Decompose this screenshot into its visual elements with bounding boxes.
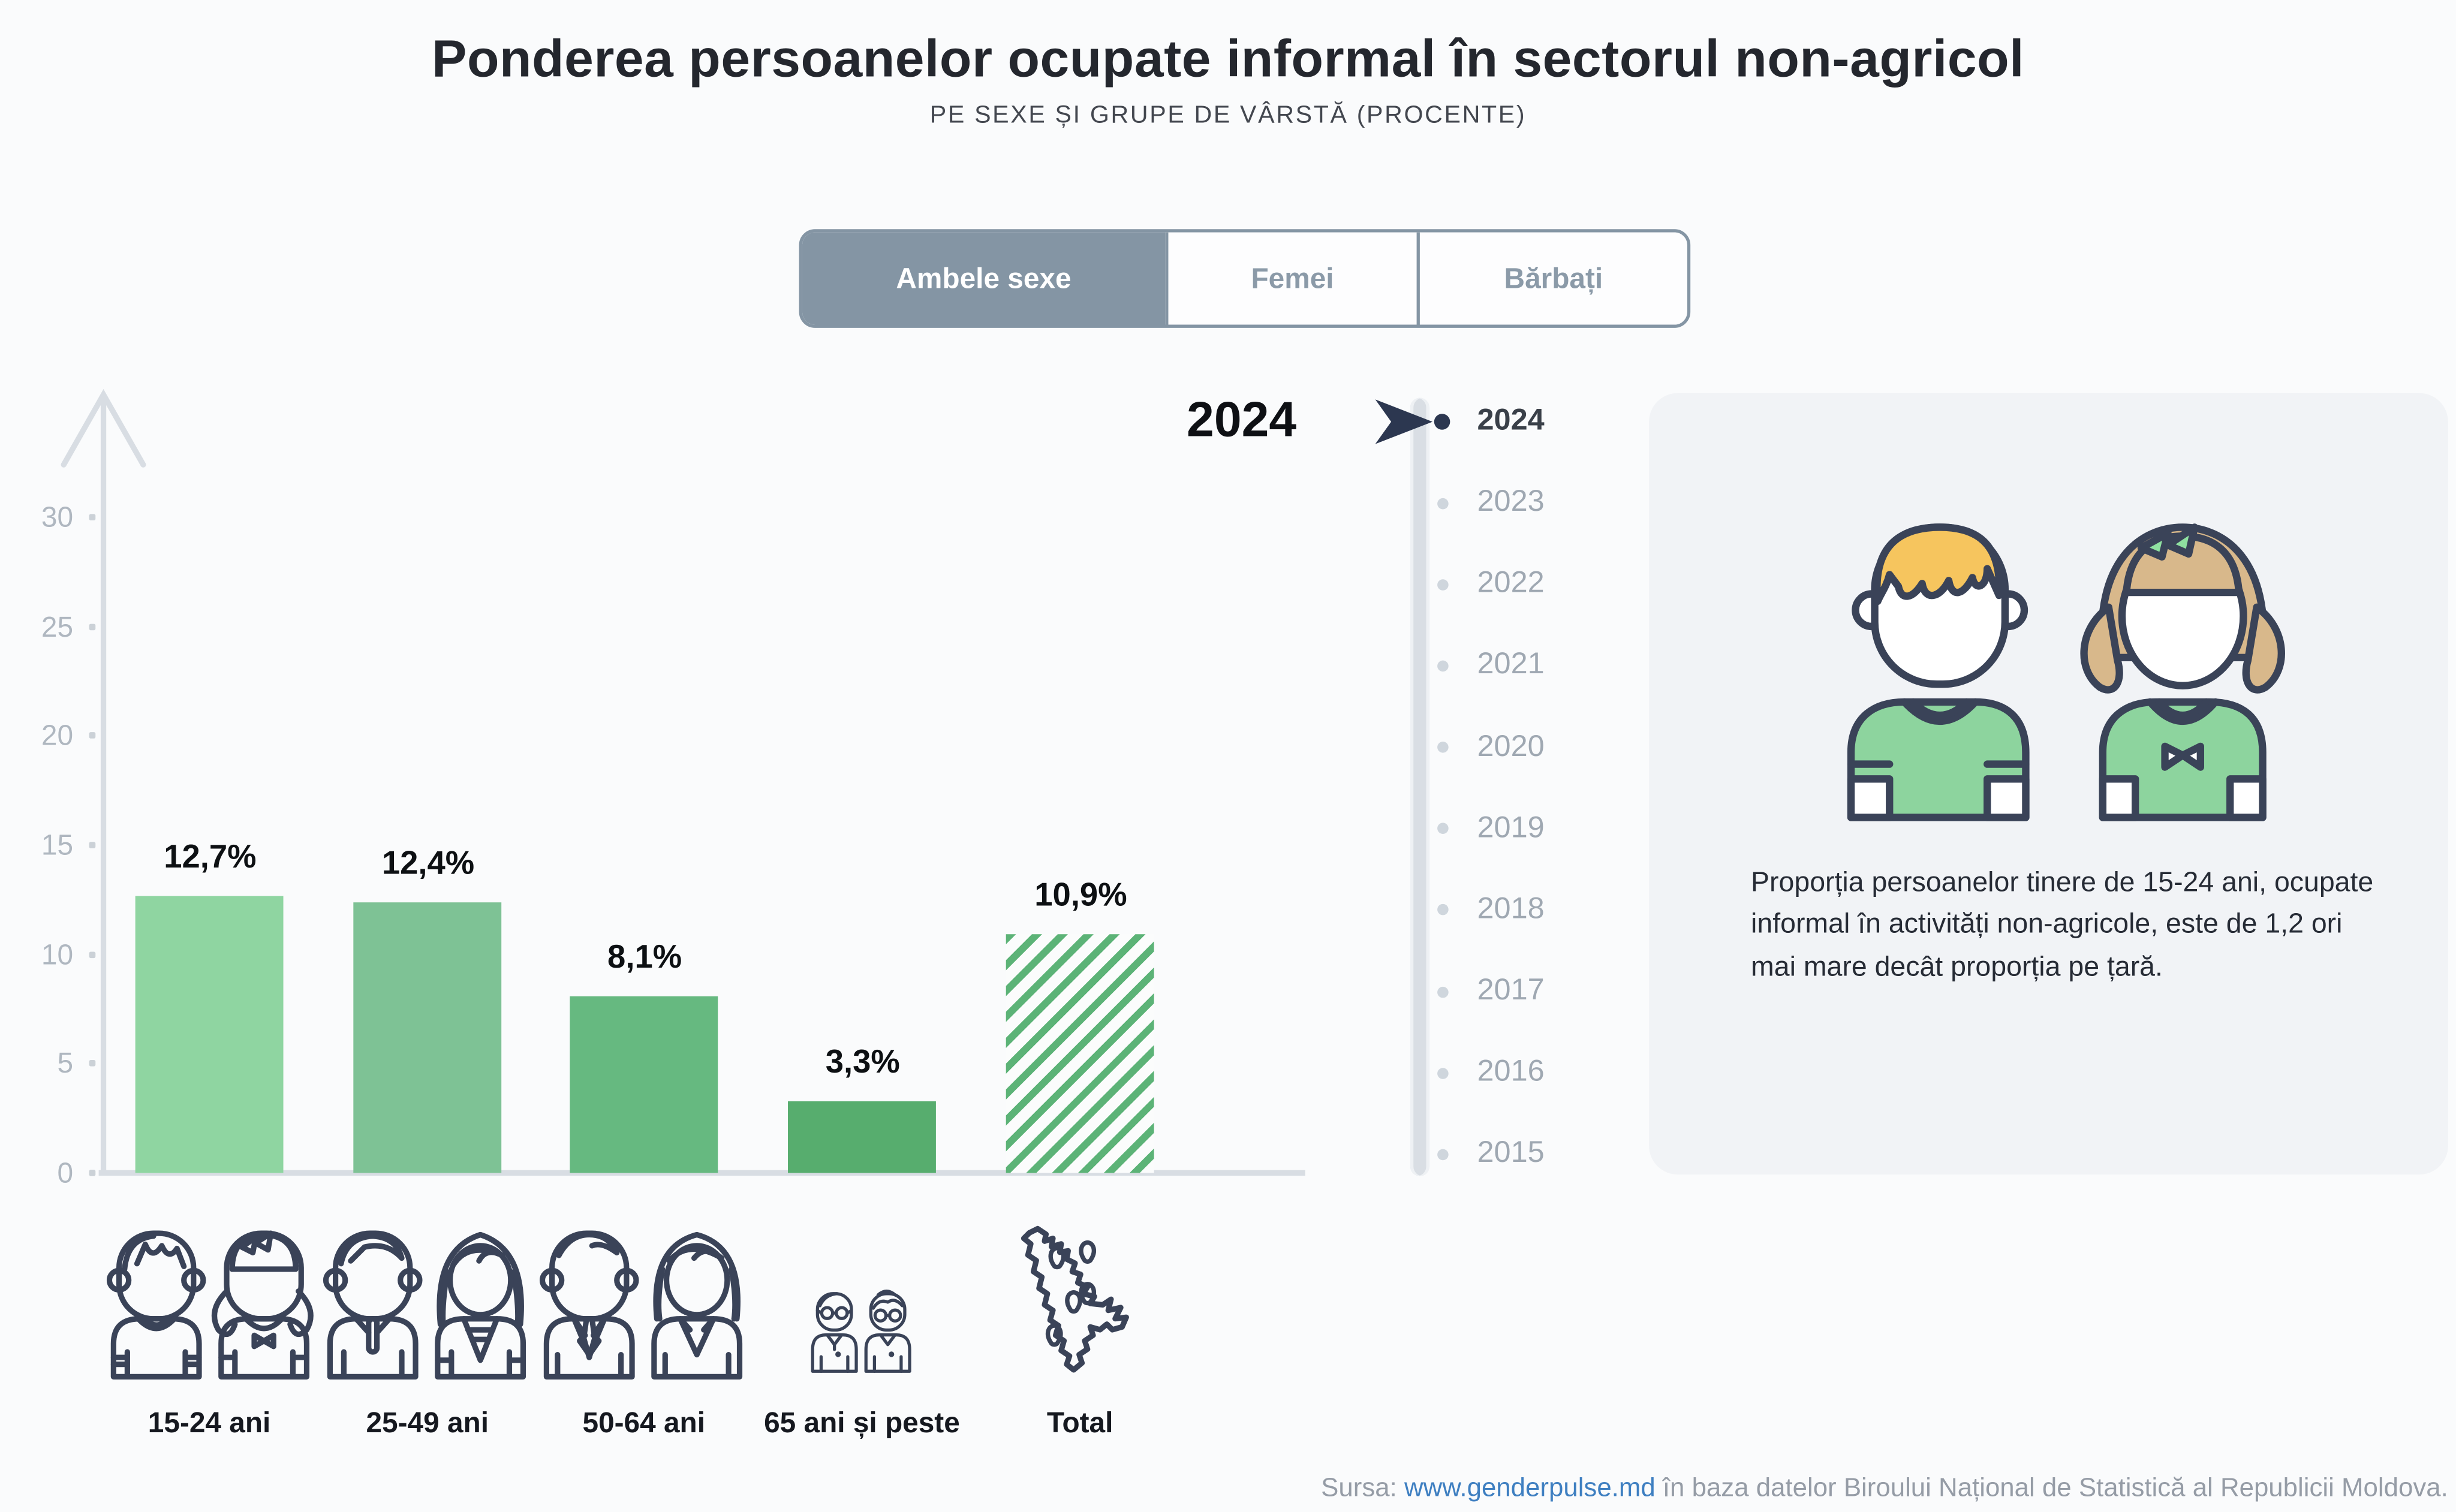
timeline-track[interactable] (1410, 397, 1429, 1176)
bar-value-label: 12,7% (164, 838, 257, 875)
bar-Total[interactable]: 10,9% (1006, 878, 1154, 1173)
y-tick-label: 0 (57, 1156, 74, 1189)
current-year-label: 2024 (1187, 391, 1297, 447)
bar-65 ani și peste[interactable]: 3,3% (788, 1044, 936, 1173)
bar-50-64 ani[interactable]: 8,1% (570, 939, 718, 1173)
timeline-year-2020[interactable]: 2020 (1477, 730, 1545, 764)
timeline-dot-2020[interactable] (1436, 742, 1448, 753)
timeline-year-2015[interactable]: 2015 (1477, 1137, 1545, 1171)
y-tick-label: 20 (41, 720, 74, 752)
y-tick-mark (89, 1060, 96, 1067)
timeline-year-2023[interactable]: 2023 (1477, 486, 1545, 519)
timeline-dot-2022[interactable] (1436, 579, 1448, 591)
timeline-dot-2023[interactable] (1436, 497, 1448, 509)
category-label-65 ani și peste: 65 ani și peste (764, 1406, 960, 1439)
bar-value-label: 8,1% (607, 938, 682, 975)
insight-text: Proporția persoanelor tinere de 15-24 an… (1751, 866, 2374, 981)
timeline-dot-2015[interactable] (1436, 1149, 1448, 1160)
timeline-dot-2017[interactable] (1436, 986, 1448, 998)
info-panel (1649, 393, 2448, 1175)
timeline-dot-2021[interactable] (1436, 660, 1448, 672)
category-label-25-49 ani: 25-49 ani (366, 1406, 489, 1439)
y-tick-mark (89, 842, 96, 849)
y-tick-mark (89, 733, 96, 739)
y-tick-label: 10 (41, 938, 74, 971)
bar-value-label: 12,4% (381, 845, 475, 882)
timeline-year-2018[interactable]: 2018 (1477, 892, 1545, 926)
category-label-50-64 ani: 50-64 ani (582, 1406, 706, 1439)
source-note: Sursa: www.genderpulse.md în baza datelo… (1321, 1474, 2448, 1504)
timeline-dot-2024[interactable] (1434, 414, 1450, 430)
source-suffix: în baza datelor Biroului Național de Sta… (1655, 1474, 2448, 1502)
y-tick-label: 25 (41, 610, 74, 643)
source-prefix: Sursa: (1321, 1474, 1404, 1502)
category-label-Total: Total (1046, 1406, 1113, 1439)
timeline-dot-2019[interactable] (1436, 823, 1448, 835)
timeline-year-2016[interactable]: 2016 (1477, 1055, 1545, 1089)
timeline-year-2022[interactable]: 2022 (1477, 567, 1545, 601)
timeline-cursor-icon (1375, 399, 1433, 444)
sex-selector-tabs: Ambele sexe Femei Bărbați (799, 229, 1691, 328)
y-tick-mark (89, 514, 96, 521)
bar-25-49 ani[interactable]: 12,4% (353, 845, 502, 1173)
timeline-year-2017[interactable]: 2017 (1477, 974, 1545, 1008)
tab-ambele-sexe[interactable]: Ambele sexe (802, 232, 1166, 325)
y-tick-mark (89, 951, 96, 958)
bar-15-24 ani[interactable]: 12,7% (135, 838, 284, 1173)
timeline-dot-2016[interactable] (1436, 1067, 1448, 1079)
moldova-map-icon (1021, 1225, 1129, 1373)
boy-figure (1847, 523, 2030, 821)
age-65-plus-couple-icon (811, 1290, 911, 1373)
category-label-15-24 ani: 15-24 ani (148, 1406, 271, 1439)
bar-value-label: 3,3% (825, 1043, 900, 1080)
y-tick-mark (89, 1170, 96, 1176)
page-subtitle: PE SEXE ȘI GRUPE DE VÂRSTĂ (PROCENTE) (929, 101, 1527, 129)
y-tick-label: 15 (41, 829, 74, 862)
y-tick-label: 5 (57, 1047, 74, 1080)
tab-femei[interactable]: Femei (1165, 232, 1417, 325)
source-link[interactable]: www.genderpulse.md (1404, 1474, 1656, 1502)
timeline-dot-2018[interactable] (1436, 904, 1448, 916)
age-25-49-couple-icon (323, 1230, 526, 1380)
tab-barbati[interactable]: Bărbați (1416, 232, 1687, 325)
bar-value-label: 10,9% (1034, 877, 1127, 914)
timeline-year-2024[interactable]: 2024 (1477, 404, 1545, 438)
page-title: Ponderea persoanelor ocupate informal în… (431, 28, 2025, 88)
age-15-24-couple-icon (106, 1230, 314, 1380)
timeline-year-2019[interactable]: 2019 (1477, 811, 1545, 845)
timeline-year-2021[interactable]: 2021 (1477, 648, 1545, 682)
age-50-64-couple-icon (539, 1230, 743, 1380)
y-tick-mark (89, 624, 96, 630)
y-axis-arrow-icon (61, 388, 146, 468)
girl-figure (2080, 523, 2285, 821)
boy-and-girl-illustration-icon (1847, 523, 2285, 821)
y-tick-label: 30 (41, 501, 74, 534)
